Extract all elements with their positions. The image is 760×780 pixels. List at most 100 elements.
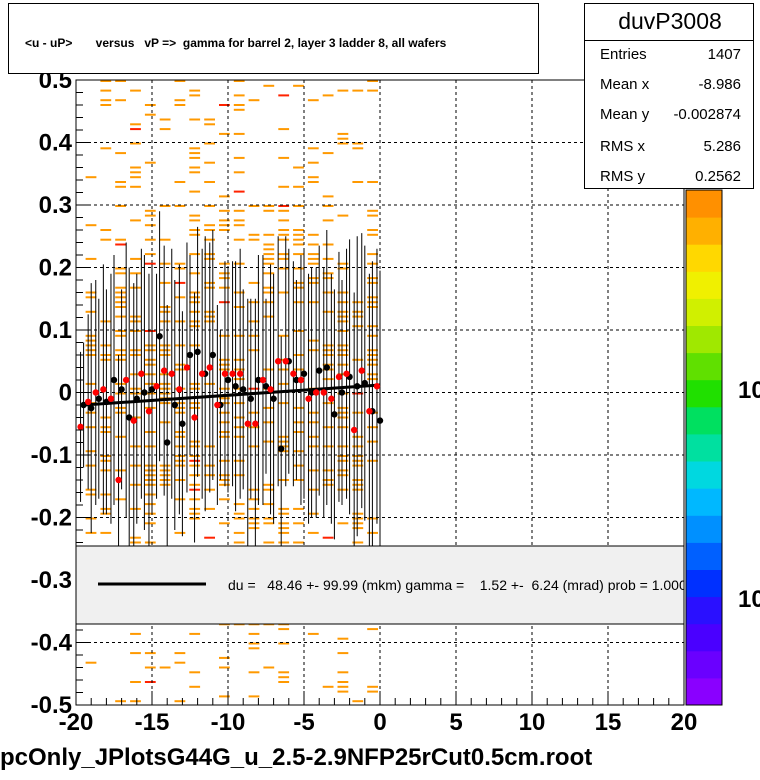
histogram-cell (233, 378, 245, 381)
histogram-cell (100, 493, 112, 496)
histogram-cell (278, 512, 290, 515)
black-data-point (95, 395, 103, 402)
histogram-cell (233, 358, 245, 361)
histogram-cell (248, 238, 260, 241)
histogram-cell (130, 632, 141, 635)
red-data-point (198, 370, 206, 377)
histogram-cell (233, 190, 245, 193)
histogram-cell (100, 455, 112, 457)
black-data-point (361, 379, 368, 387)
red-data-point (153, 383, 160, 390)
histogram-cell (130, 392, 141, 395)
data-points (77, 211, 384, 605)
histogram-cell (174, 104, 186, 106)
histogram-cell (159, 474, 171, 477)
histogram-cell (100, 89, 112, 92)
black-data-point (316, 367, 323, 374)
histogram-cell (293, 431, 304, 433)
histogram-cell (144, 652, 156, 655)
histogram-cell (322, 257, 334, 260)
histogram-cell (219, 387, 230, 390)
histogram-cell (130, 171, 141, 174)
histogram-cell (174, 661, 186, 664)
histogram-cell (322, 685, 334, 688)
x-tick-label: 5 (449, 709, 462, 736)
histogram-cell (293, 166, 304, 169)
stats-name: duvP3008 (618, 8, 722, 34)
histogram-cell (263, 315, 275, 318)
histogram-cell (144, 512, 156, 515)
histogram-cell (219, 132, 230, 135)
palette-cell (686, 677, 722, 706)
histogram-cell (189, 219, 201, 222)
histogram-cell (263, 209, 275, 212)
red-data-point (92, 389, 99, 396)
y-tick-label: 0.1 (39, 317, 72, 344)
histogram-cell (337, 681, 349, 683)
histogram-cell (337, 89, 349, 92)
histogram-cell (189, 89, 201, 92)
histogram-cell (219, 358, 230, 361)
stats-row-mean-x: Mean x -8.986 (585, 76, 753, 106)
histogram-cell (159, 354, 171, 356)
histogram-cell (233, 108, 245, 111)
histogram-cell (130, 176, 141, 179)
black-data-point (247, 395, 254, 402)
histogram-cell (233, 474, 245, 477)
histogram-cell (307, 435, 319, 438)
red-data-point (77, 423, 84, 431)
histogram-cell (233, 387, 245, 390)
histogram-cell (204, 229, 215, 231)
histogram-cell (248, 632, 260, 635)
histogram-cell (352, 483, 364, 486)
red-data-point (183, 364, 191, 371)
histogram-cell (352, 512, 364, 515)
histogram-cell (219, 277, 230, 280)
histogram-cell (233, 291, 245, 294)
histogram-cell (278, 205, 290, 207)
histogram-cell (293, 185, 304, 188)
black-data-point (209, 351, 216, 359)
histogram-cell (130, 185, 141, 188)
black-data-point (376, 417, 384, 424)
histogram-cell (115, 330, 126, 332)
black-data-point (262, 383, 270, 390)
red-data-point (236, 370, 244, 377)
histogram-cell (100, 431, 112, 433)
red-data-point (168, 370, 175, 377)
histogram-cell (263, 483, 275, 486)
histogram-cell (130, 166, 141, 169)
black-data-point (171, 401, 178, 409)
histogram-cell (263, 286, 275, 289)
palette-cell (686, 271, 722, 299)
histogram-cell (219, 286, 230, 289)
histogram-cell (307, 277, 319, 280)
histogram-cell (352, 310, 364, 313)
red-data-point (244, 420, 251, 427)
histogram-cell (322, 243, 334, 246)
legend-entry-text: du = 48.46 +- 99.99 (mkm) gamma = 1.52 +… (228, 577, 684, 593)
histogram-cell (367, 80, 378, 82)
histogram-cell (130, 315, 141, 318)
histogram-cell (278, 522, 290, 525)
histogram-cell (115, 349, 126, 352)
histogram-cell (233, 156, 245, 159)
histogram-cell (100, 320, 112, 323)
histogram-cell (130, 507, 141, 510)
histogram-cell (233, 219, 245, 222)
black-data-point (278, 445, 285, 452)
histogram-cell (307, 161, 319, 164)
histogram-cell (219, 272, 230, 275)
red-data-point (290, 370, 297, 377)
histogram-cell (144, 161, 156, 164)
histogram-cell (307, 512, 319, 515)
histogram-cell (219, 209, 230, 212)
histogram-cell (248, 517, 260, 520)
stats-value: 0.2562 (695, 168, 741, 185)
histogram-cell (337, 406, 349, 409)
histogram-cell (278, 450, 290, 453)
histogram-cell (219, 656, 230, 659)
histogram-cell (144, 431, 156, 433)
histogram-cell (100, 358, 112, 361)
